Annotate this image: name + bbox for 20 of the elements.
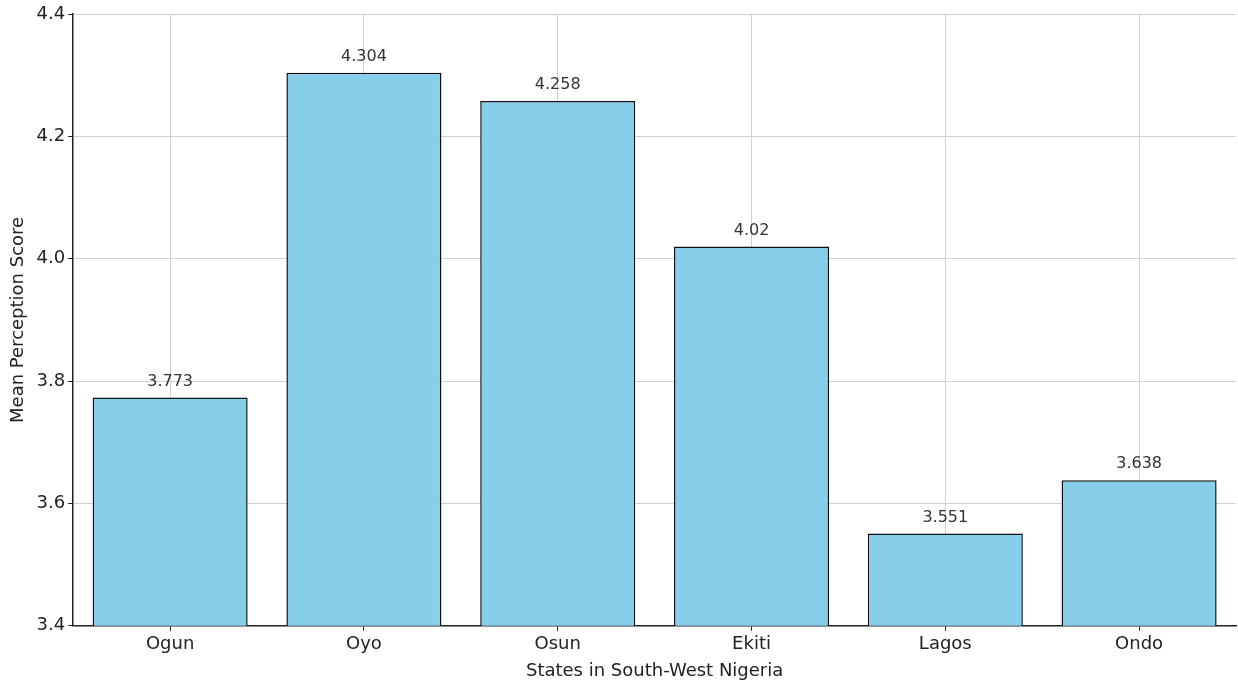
- data-label: 3.638: [1116, 453, 1163, 473]
- y-axis-title: Mean Perception Score: [6, 216, 28, 423]
- y-tick-label: 4.4: [36, 1, 66, 23]
- data-label: 4.02: [733, 219, 770, 239]
- y-tick-label: 3.6: [36, 491, 66, 513]
- data-label: 3.773: [147, 370, 194, 390]
- x-tick-label: Ogun: [145, 632, 195, 654]
- y-tick-label: 3.4: [36, 613, 66, 635]
- data-label: 3.551: [922, 506, 969, 526]
- y-tick-label: 4.0: [36, 246, 66, 268]
- x-tick-label: Ondo: [1115, 632, 1164, 654]
- x-tick-label: Ekiti: [732, 632, 771, 654]
- x-tick-label: Osun: [534, 632, 581, 654]
- x-axis-title: States in South-West Nigeria: [525, 658, 784, 680]
- y-tick-label: 3.8: [36, 368, 66, 390]
- y-tick-label: 4.2: [36, 124, 66, 146]
- x-tick-label: Oyo: [346, 632, 382, 654]
- data-label: 4.304: [341, 45, 387, 65]
- data-label: 4.258: [534, 74, 581, 94]
- x-tick-label: Lagos: [918, 632, 972, 654]
